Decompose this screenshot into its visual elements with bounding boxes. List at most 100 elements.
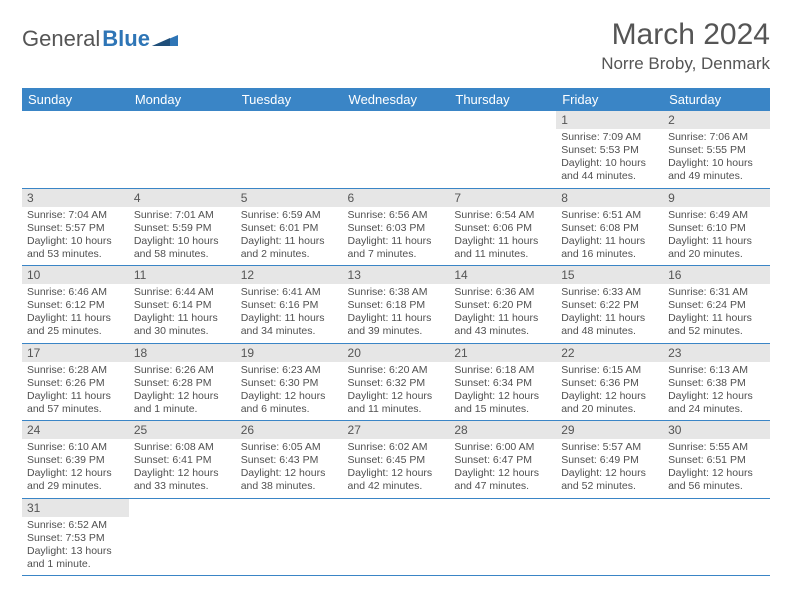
calendar-cell xyxy=(236,111,343,188)
day-info: Sunrise: 6:38 AMSunset: 6:18 PMDaylight:… xyxy=(343,284,450,343)
day-number: 11 xyxy=(129,266,236,284)
calendar-cell: 5Sunrise: 6:59 AMSunset: 6:01 PMDaylight… xyxy=(236,188,343,266)
calendar-cell: 6Sunrise: 6:56 AMSunset: 6:03 PMDaylight… xyxy=(343,188,450,266)
calendar-cell: 3Sunrise: 7:04 AMSunset: 5:57 PMDaylight… xyxy=(22,188,129,266)
calendar-cell: 27Sunrise: 6:02 AMSunset: 6:45 PMDayligh… xyxy=(343,421,450,499)
day-info: Sunrise: 6:05 AMSunset: 6:43 PMDaylight:… xyxy=(236,439,343,498)
day-number: 21 xyxy=(449,344,556,362)
calendar-cell: 23Sunrise: 6:13 AMSunset: 6:38 PMDayligh… xyxy=(663,343,770,421)
calendar-cell: 25Sunrise: 6:08 AMSunset: 6:41 PMDayligh… xyxy=(129,421,236,499)
day-info: Sunrise: 6:13 AMSunset: 6:38 PMDaylight:… xyxy=(663,362,770,421)
calendar-cell xyxy=(343,498,450,576)
day-info: Sunrise: 6:15 AMSunset: 6:36 PMDaylight:… xyxy=(556,362,663,421)
calendar-cell: 11Sunrise: 6:44 AMSunset: 6:14 PMDayligh… xyxy=(129,266,236,344)
day-number: 4 xyxy=(129,189,236,207)
day-info: Sunrise: 6:08 AMSunset: 6:41 PMDaylight:… xyxy=(129,439,236,498)
weekday-header: Friday xyxy=(556,88,663,111)
calendar-cell: 19Sunrise: 6:23 AMSunset: 6:30 PMDayligh… xyxy=(236,343,343,421)
calendar-cell: 22Sunrise: 6:15 AMSunset: 6:36 PMDayligh… xyxy=(556,343,663,421)
day-info: Sunrise: 6:51 AMSunset: 6:08 PMDaylight:… xyxy=(556,207,663,266)
day-number: 2 xyxy=(663,111,770,129)
day-info: Sunrise: 6:00 AMSunset: 6:47 PMDaylight:… xyxy=(449,439,556,498)
calendar-cell: 14Sunrise: 6:36 AMSunset: 6:20 PMDayligh… xyxy=(449,266,556,344)
day-number: 25 xyxy=(129,421,236,439)
day-number: 26 xyxy=(236,421,343,439)
page-title: March 2024 xyxy=(601,18,770,52)
day-number: 18 xyxy=(129,344,236,362)
calendar-cell: 2Sunrise: 7:06 AMSunset: 5:55 PMDaylight… xyxy=(663,111,770,188)
day-number: 28 xyxy=(449,421,556,439)
day-number: 7 xyxy=(449,189,556,207)
brand-part1: General xyxy=(22,26,100,52)
calendar-cell xyxy=(449,111,556,188)
day-info: Sunrise: 6:18 AMSunset: 6:34 PMDaylight:… xyxy=(449,362,556,421)
day-info: Sunrise: 6:20 AMSunset: 6:32 PMDaylight:… xyxy=(343,362,450,421)
day-number: 15 xyxy=(556,266,663,284)
day-number: 10 xyxy=(22,266,129,284)
calendar-cell xyxy=(449,498,556,576)
brand-logo: GeneralBlue xyxy=(22,18,178,52)
day-info: Sunrise: 6:49 AMSunset: 6:10 PMDaylight:… xyxy=(663,207,770,266)
day-number: 5 xyxy=(236,189,343,207)
day-number: 3 xyxy=(22,189,129,207)
day-number: 24 xyxy=(22,421,129,439)
day-number: 19 xyxy=(236,344,343,362)
location-label: Norre Broby, Denmark xyxy=(601,54,770,74)
calendar-cell: 21Sunrise: 6:18 AMSunset: 6:34 PMDayligh… xyxy=(449,343,556,421)
calendar-cell xyxy=(663,498,770,576)
day-info: Sunrise: 6:26 AMSunset: 6:28 PMDaylight:… xyxy=(129,362,236,421)
day-number: 23 xyxy=(663,344,770,362)
weekday-header: Wednesday xyxy=(343,88,450,111)
calendar-cell: 28Sunrise: 6:00 AMSunset: 6:47 PMDayligh… xyxy=(449,421,556,499)
calendar-table: SundayMondayTuesdayWednesdayThursdayFrid… xyxy=(22,88,770,576)
day-number: 9 xyxy=(663,189,770,207)
day-info: Sunrise: 7:09 AMSunset: 5:53 PMDaylight:… xyxy=(556,129,663,188)
brand-part2: Blue xyxy=(102,26,150,52)
day-info: Sunrise: 7:04 AMSunset: 5:57 PMDaylight:… xyxy=(22,207,129,266)
calendar-cell: 20Sunrise: 6:20 AMSunset: 6:32 PMDayligh… xyxy=(343,343,450,421)
calendar-cell: 18Sunrise: 6:26 AMSunset: 6:28 PMDayligh… xyxy=(129,343,236,421)
calendar-cell: 30Sunrise: 5:55 AMSunset: 6:51 PMDayligh… xyxy=(663,421,770,499)
calendar-cell: 17Sunrise: 6:28 AMSunset: 6:26 PMDayligh… xyxy=(22,343,129,421)
calendar-cell: 29Sunrise: 5:57 AMSunset: 6:49 PMDayligh… xyxy=(556,421,663,499)
calendar-cell: 13Sunrise: 6:38 AMSunset: 6:18 PMDayligh… xyxy=(343,266,450,344)
day-number: 14 xyxy=(449,266,556,284)
weekday-header: Sunday xyxy=(22,88,129,111)
day-info: Sunrise: 6:56 AMSunset: 6:03 PMDaylight:… xyxy=(343,207,450,266)
day-number: 17 xyxy=(22,344,129,362)
calendar-cell xyxy=(22,111,129,188)
day-number: 20 xyxy=(343,344,450,362)
day-number: 6 xyxy=(343,189,450,207)
day-number: 30 xyxy=(663,421,770,439)
calendar-cell: 16Sunrise: 6:31 AMSunset: 6:24 PMDayligh… xyxy=(663,266,770,344)
weekday-header: Tuesday xyxy=(236,88,343,111)
calendar-cell: 8Sunrise: 6:51 AMSunset: 6:08 PMDaylight… xyxy=(556,188,663,266)
day-info: Sunrise: 6:36 AMSunset: 6:20 PMDaylight:… xyxy=(449,284,556,343)
day-info: Sunrise: 6:02 AMSunset: 6:45 PMDaylight:… xyxy=(343,439,450,498)
day-info: Sunrise: 7:01 AMSunset: 5:59 PMDaylight:… xyxy=(129,207,236,266)
day-info: Sunrise: 6:10 AMSunset: 6:39 PMDaylight:… xyxy=(22,439,129,498)
day-number: 12 xyxy=(236,266,343,284)
day-info: Sunrise: 6:41 AMSunset: 6:16 PMDaylight:… xyxy=(236,284,343,343)
calendar-cell: 9Sunrise: 6:49 AMSunset: 6:10 PMDaylight… xyxy=(663,188,770,266)
calendar-cell xyxy=(236,498,343,576)
calendar-cell: 26Sunrise: 6:05 AMSunset: 6:43 PMDayligh… xyxy=(236,421,343,499)
day-info: Sunrise: 7:06 AMSunset: 5:55 PMDaylight:… xyxy=(663,129,770,188)
day-number: 1 xyxy=(556,111,663,129)
day-info: Sunrise: 6:59 AMSunset: 6:01 PMDaylight:… xyxy=(236,207,343,266)
calendar-cell: 4Sunrise: 7:01 AMSunset: 5:59 PMDaylight… xyxy=(129,188,236,266)
day-number: 22 xyxy=(556,344,663,362)
day-info: Sunrise: 6:44 AMSunset: 6:14 PMDaylight:… xyxy=(129,284,236,343)
calendar-cell: 7Sunrise: 6:54 AMSunset: 6:06 PMDaylight… xyxy=(449,188,556,266)
day-info: Sunrise: 6:54 AMSunset: 6:06 PMDaylight:… xyxy=(449,207,556,266)
calendar-cell: 10Sunrise: 6:46 AMSunset: 6:12 PMDayligh… xyxy=(22,266,129,344)
day-info: Sunrise: 6:31 AMSunset: 6:24 PMDaylight:… xyxy=(663,284,770,343)
calendar-cell: 1Sunrise: 7:09 AMSunset: 5:53 PMDaylight… xyxy=(556,111,663,188)
calendar-cell: 24Sunrise: 6:10 AMSunset: 6:39 PMDayligh… xyxy=(22,421,129,499)
calendar-cell: 15Sunrise: 6:33 AMSunset: 6:22 PMDayligh… xyxy=(556,266,663,344)
calendar-cell xyxy=(129,111,236,188)
calendar-cell xyxy=(343,111,450,188)
day-number: 27 xyxy=(343,421,450,439)
calendar-cell xyxy=(129,498,236,576)
day-info: Sunrise: 6:23 AMSunset: 6:30 PMDaylight:… xyxy=(236,362,343,421)
